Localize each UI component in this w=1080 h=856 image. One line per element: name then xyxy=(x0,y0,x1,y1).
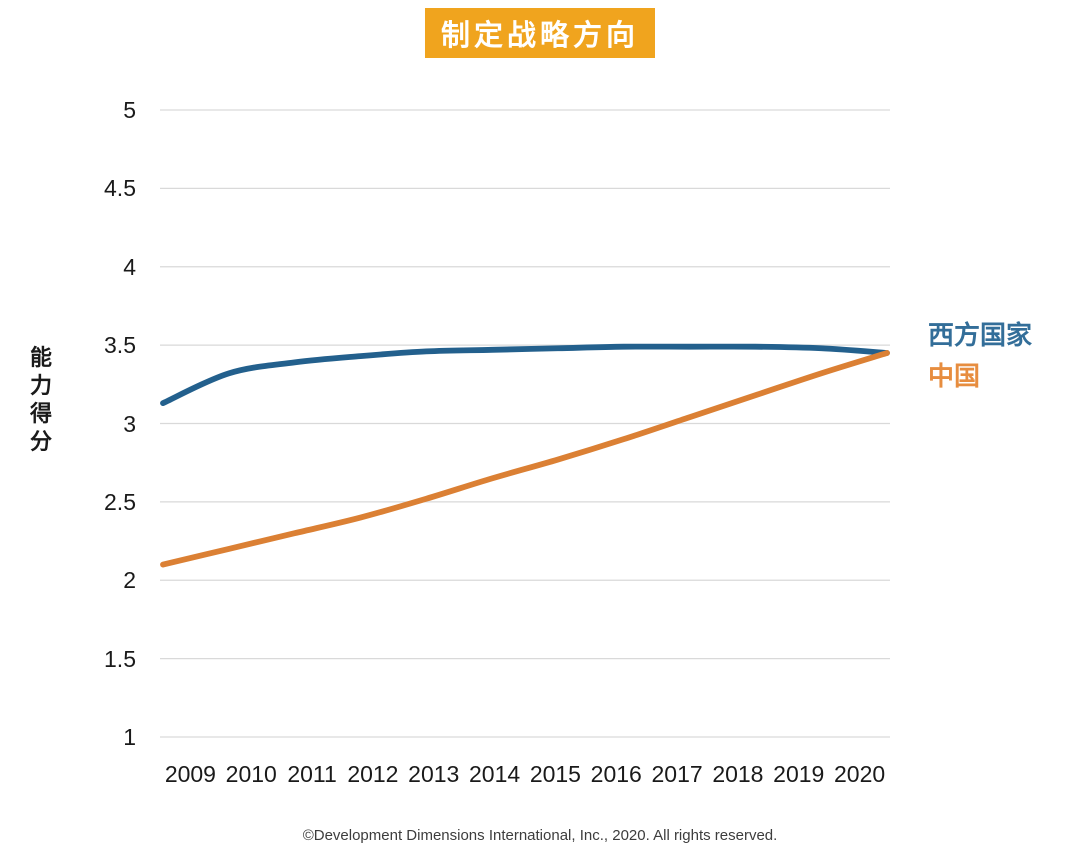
x-tick-label: 2009 xyxy=(164,761,216,787)
y-axis-title: 能 力 得 分 xyxy=(29,345,52,454)
y-tick-label: 2 xyxy=(123,567,136,594)
chart-title-badge: 制定战略方向 xyxy=(424,8,656,58)
x-tick-label: 2014 xyxy=(468,761,521,787)
x-tick-label: 2016 xyxy=(590,761,642,787)
y-tick-label: 5 xyxy=(123,97,136,123)
y-tick-label: 4.5 xyxy=(104,175,136,202)
y-tick-label: 1 xyxy=(123,724,136,750)
y-tick-label: 4 xyxy=(123,253,136,280)
x-tick-label: 2010 xyxy=(225,761,277,787)
y-tick-label: 3.5 xyxy=(104,332,136,359)
series-line-西方国家 xyxy=(160,343,890,407)
y-tick-label: 1.5 xyxy=(104,645,136,672)
y-tick-label: 3 xyxy=(123,410,136,437)
legend-item: 中国 xyxy=(928,361,981,391)
series-line-中国 xyxy=(160,350,890,568)
x-tick-label: 2017 xyxy=(651,761,703,787)
x-tick-label: 2019 xyxy=(773,761,825,787)
legend-item: 西方国家 xyxy=(928,320,1033,350)
x-tick-label: 2013 xyxy=(408,761,460,787)
x-tick-label: 2011 xyxy=(287,761,337,787)
copyright-footer: ©Development Dimensions International, I… xyxy=(302,827,778,844)
x-tick-label: 2015 xyxy=(529,761,581,787)
x-tick-label: 2020 xyxy=(833,761,886,787)
legend: 西方国家 中国 xyxy=(928,320,1032,402)
y-tick-label: 2.5 xyxy=(104,488,136,515)
x-tick-label: 2018 xyxy=(712,761,764,787)
x-tick-label: 2012 xyxy=(347,761,399,787)
